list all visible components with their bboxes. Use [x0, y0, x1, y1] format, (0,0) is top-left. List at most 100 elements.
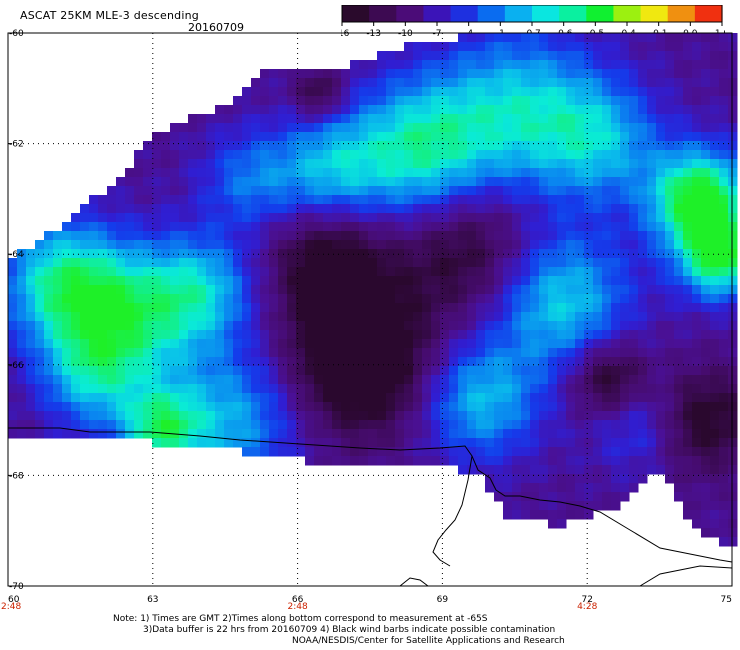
data-cell [728, 402, 738, 412]
data-cell [152, 348, 162, 358]
data-cell [710, 303, 720, 313]
data-cell [44, 321, 54, 331]
data-cell [395, 60, 405, 70]
data-cell [593, 33, 603, 43]
data-cell [656, 258, 666, 268]
data-cell [305, 294, 315, 304]
data-cell [674, 375, 684, 385]
data-cell [467, 276, 477, 286]
data-cell [296, 114, 306, 124]
data-cell [539, 321, 549, 331]
data-cell [80, 303, 90, 313]
data-cell [566, 123, 576, 133]
data-cell [44, 366, 54, 376]
data-cell [35, 321, 45, 331]
longitude-labels: 60 63 66 69 72 75 [8, 595, 732, 605]
data-cell [656, 69, 666, 79]
data-cell [116, 222, 126, 232]
data-cell [206, 267, 216, 277]
data-cell [170, 249, 180, 259]
data-cell [278, 321, 288, 331]
data-cell [593, 285, 603, 295]
data-cell [485, 474, 495, 484]
data-cell [17, 366, 27, 376]
data-cell [539, 402, 549, 412]
data-cell [710, 141, 720, 151]
data-cell [359, 330, 369, 340]
data-cell [566, 474, 576, 484]
data-cell [296, 96, 306, 106]
data-cell [701, 357, 711, 367]
data-cell [503, 330, 513, 340]
data-cell [683, 510, 693, 520]
data-cell [269, 240, 279, 250]
data-cell [728, 276, 738, 286]
data-cell [692, 51, 702, 61]
data-cell [215, 168, 225, 178]
data-cell [8, 312, 18, 322]
data-cell [242, 393, 252, 403]
data-cell [98, 249, 108, 259]
data-cell [458, 420, 468, 430]
data-cell [107, 303, 117, 313]
data-cell [314, 411, 324, 421]
data-cell [134, 348, 144, 358]
data-cell [359, 186, 369, 196]
data-cell [629, 393, 639, 403]
data-cell [557, 411, 567, 421]
data-cell [188, 150, 198, 160]
data-cell [593, 339, 603, 349]
data-cell [179, 402, 189, 412]
data-cell [422, 438, 432, 448]
data-cell [440, 411, 450, 421]
data-cell [728, 42, 738, 52]
data-cell [305, 375, 315, 385]
data-cell [467, 159, 477, 169]
data-cell [251, 213, 261, 223]
data-cell [170, 204, 180, 214]
data-cell [269, 141, 279, 151]
data-cell [242, 222, 252, 232]
data-cell [251, 204, 261, 214]
data-cell [719, 366, 729, 376]
data-cell [683, 114, 693, 124]
data-cell [404, 456, 414, 466]
data-cell [458, 456, 468, 466]
data-cell [440, 447, 450, 457]
data-cell [620, 375, 630, 385]
data-cell [350, 105, 360, 115]
data-cell [395, 357, 405, 367]
data-cell [314, 204, 324, 214]
data-cell [656, 195, 666, 205]
data-cell [368, 141, 378, 151]
data-cell [233, 132, 243, 142]
data-cell [512, 375, 522, 385]
data-cell [494, 213, 504, 223]
data-cell [701, 267, 711, 277]
data-cell [224, 339, 234, 349]
data-cell [512, 222, 522, 232]
data-cell [404, 285, 414, 295]
data-cell [665, 402, 675, 412]
data-cell [377, 303, 387, 313]
data-cell [683, 393, 693, 403]
data-cell [242, 231, 252, 241]
data-cell [656, 393, 666, 403]
data-cell [521, 510, 531, 520]
data-cell [683, 402, 693, 412]
data-cell [233, 177, 243, 187]
data-cell [575, 294, 585, 304]
data-cell [440, 312, 450, 322]
data-cell [260, 222, 270, 232]
data-cell [233, 240, 243, 250]
data-cell [395, 294, 405, 304]
data-cell [62, 393, 72, 403]
data-cell [197, 384, 207, 394]
data-cell [665, 42, 675, 52]
data-cell [665, 411, 675, 421]
data-cell [377, 384, 387, 394]
data-cell [431, 411, 441, 421]
data-cell [161, 276, 171, 286]
data-cell [620, 168, 630, 178]
data-cell [71, 303, 81, 313]
